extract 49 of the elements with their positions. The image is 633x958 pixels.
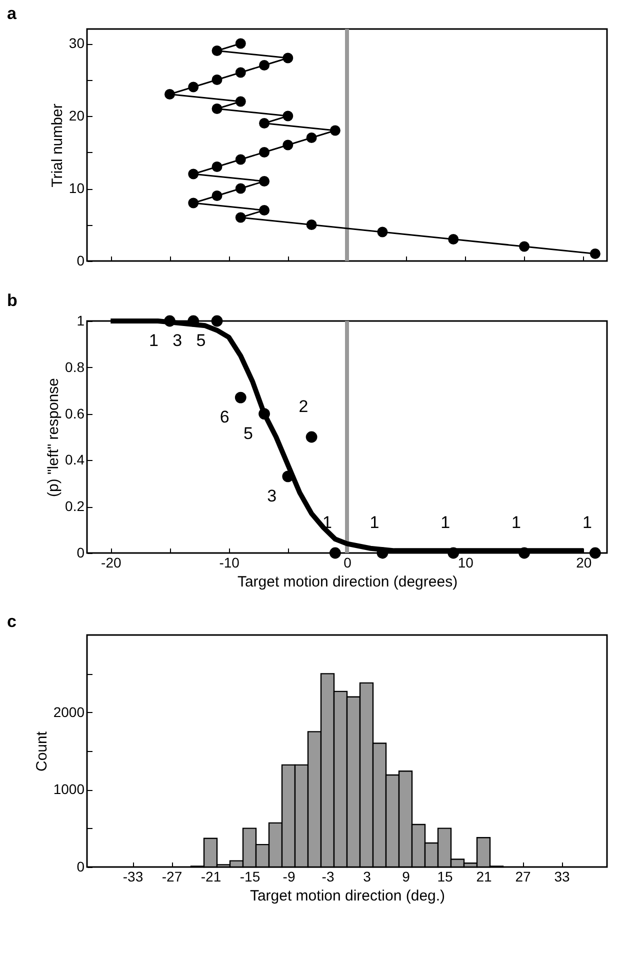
x-tick-label: -27 — [162, 868, 182, 884]
annotation: 5 — [196, 331, 206, 350]
y-tick-label: 0.8 — [65, 358, 85, 375]
annotation: 1 — [148, 331, 158, 350]
x-tick-label: -15 — [240, 868, 260, 884]
annotation: 6 — [220, 408, 230, 427]
y-tick-label: 30 — [68, 35, 85, 51]
x-tick-label: -9 — [282, 868, 296, 884]
y-axis-title: Count — [33, 730, 50, 772]
y-tick-label: 0 — [76, 858, 85, 874]
y-tick-label: 0 — [76, 252, 85, 268]
x-tick-label: -10 — [219, 554, 240, 570]
x-tick-label: 20 — [576, 554, 592, 570]
y-tick-label: 10 — [68, 180, 85, 196]
y-tick-label: 0.2 — [65, 498, 85, 514]
y-axis-title: (p) "left" response — [45, 378, 62, 498]
x-tick-label: 15 — [437, 868, 453, 884]
x-tick-label: 9 — [402, 868, 410, 884]
annotation: 1 — [370, 513, 380, 532]
x-tick-label: -20 — [101, 554, 122, 570]
x-tick-label: 3 — [363, 868, 372, 884]
y-tick-label: 0 — [76, 544, 85, 560]
x-tick-label: 27 — [515, 868, 531, 884]
x-tick-label: -21 — [200, 868, 222, 884]
chart-title: a — [7, 4, 17, 23]
annotation: 1 — [440, 513, 450, 532]
y-tick-label: 20 — [68, 108, 85, 124]
annotation: 2 — [298, 397, 308, 416]
x-axis-title: Target motion direction (deg.) — [250, 888, 446, 904]
annotation: 1 — [582, 513, 592, 532]
annotation: 1 — [512, 513, 522, 532]
y-tick-label: 1 — [76, 312, 85, 328]
x-tick-label: -3 — [322, 868, 334, 884]
annotation: 3 — [267, 486, 277, 506]
annotation: 3 — [172, 331, 182, 350]
x-tick-label: 0 — [344, 554, 352, 570]
x-axis-title: Target motion direction (degrees) — [237, 574, 458, 590]
x-tick-label: 21 — [476, 868, 492, 884]
x-tick-label: -33 — [122, 868, 144, 884]
y-tick-label: 0.4 — [65, 452, 85, 468]
chart-title: b — [7, 291, 18, 310]
y-tick-label: 0.6 — [65, 405, 85, 422]
x-tick-label: 10 — [458, 554, 474, 570]
y-axis-title: Trial number — [48, 104, 66, 188]
annotation: 5 — [244, 424, 254, 443]
chart-title: c — [7, 612, 16, 631]
y-tick-label: 1000 — [53, 781, 85, 798]
x-tick-label: 33 — [554, 868, 570, 884]
y-tick-label: 2000 — [53, 704, 85, 720]
